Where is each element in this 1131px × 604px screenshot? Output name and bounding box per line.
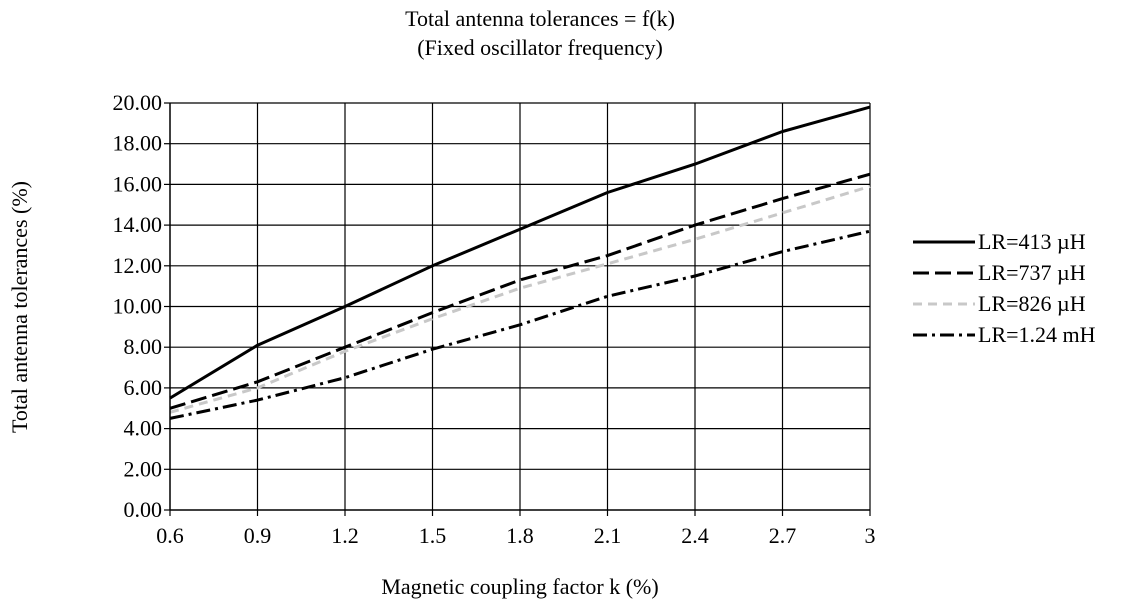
y-tick-label: 10.00 [113,294,163,319]
series-line-1 [169,105,871,400]
series-line-2 [169,172,871,410]
x-axis-title: Magnetic coupling factor k (%) [381,574,658,599]
x-tick-label: 1.8 [506,523,534,548]
x-tick-label: 3 [865,523,876,548]
y-tick-label: 14.00 [113,212,163,237]
x-tick-label: 0.6 [156,523,184,548]
y-tick-label: 2.00 [124,456,163,481]
series-lines [169,105,871,420]
y-tick-label: 8.00 [124,334,163,359]
legend-label-2: LR=737 µH [978,260,1086,285]
chart-title: Total antenna tolerances = f(k) [405,6,675,31]
x-tick-label: 1.5 [419,523,447,548]
x-tick-label: 1.2 [331,523,359,548]
x-tick-label: 2.1 [594,523,622,548]
y-axis-title: Total antenna tolerances (%) [7,181,32,433]
grid [170,102,871,510]
legend-label-4: LR=1.24 mH [978,322,1096,347]
legend: LR=413 µH LR=737 µH LR=826 µH LR=1.24 mH [913,229,1096,347]
x-tick-label: 0.9 [244,523,272,548]
x-tick-label: 2.7 [769,523,797,548]
y-tick-label: 6.00 [124,375,163,400]
legend-label-3: LR=826 µH [978,291,1086,316]
y-tick-label: 12.00 [113,253,163,278]
y-tick-label: 18.00 [113,131,163,156]
axes: 0.00 2.00 4.00 6.00 8.00 10.00 12.00 14.00 16.00… [113,90,876,548]
y-tick-label: 0.00 [124,497,163,522]
chart-subtitle: (Fixed oscillator frequency) [417,35,663,60]
y-tick-label: 16.00 [113,171,163,196]
y-tick-label: 20.00 [113,90,163,115]
series-line-4 [169,229,871,420]
legend-label-1: LR=413 µH [978,229,1086,254]
series-line-3 [169,184,871,414]
y-tick-label: 4.00 [124,416,163,441]
x-tick-label: 2.4 [681,523,709,548]
